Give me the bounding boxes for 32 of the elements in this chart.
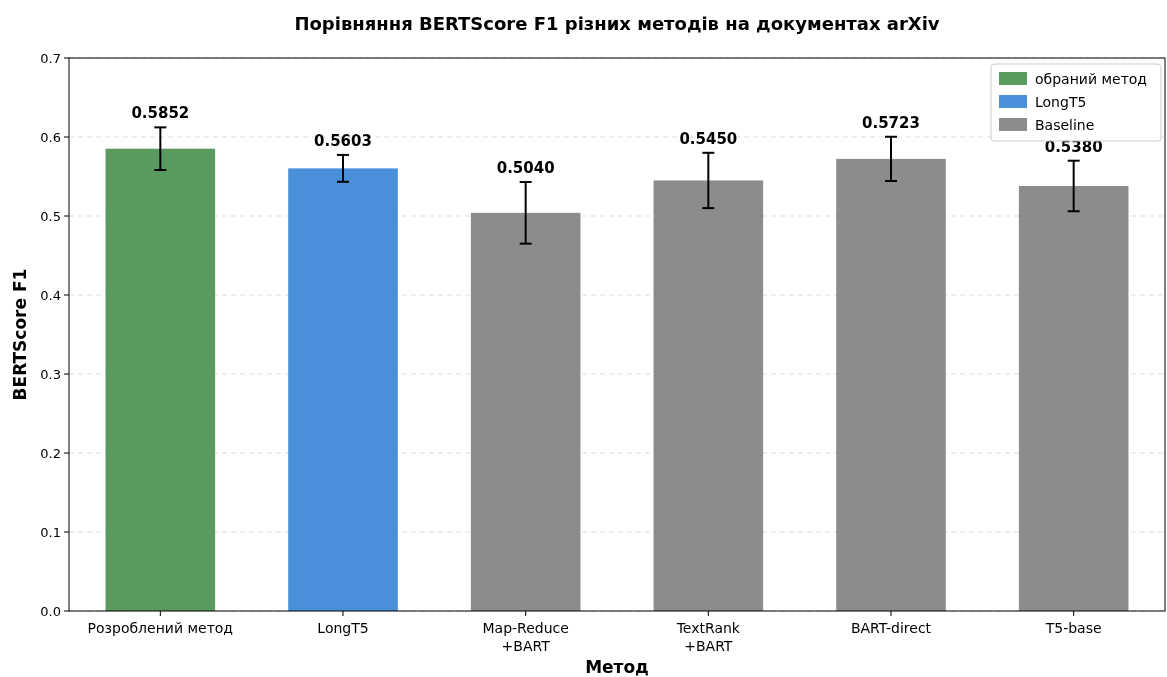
x-tick-label: LongT5 [317, 620, 369, 636]
bar [653, 180, 764, 611]
data-label: 0.5450 [679, 129, 738, 148]
x-tick-label: BART-direct [850, 620, 932, 636]
y-tick-label: 0.0 [40, 603, 61, 619]
y-tick-label: 0.7 [40, 50, 61, 66]
legend-label: LongT5 [1035, 93, 1087, 110]
data-label: 0.5723 [862, 113, 920, 132]
chart-title: Порівняння BERTScore F1 різних методів на документах arXiv [294, 13, 940, 34]
y-tick-label: 0.5 [40, 208, 61, 224]
data-label: 0.5603 [314, 131, 372, 150]
legend-label: обраний метод [1035, 70, 1148, 87]
x-tick-label: T5-base [1044, 620, 1102, 636]
bar [1018, 185, 1129, 611]
y-tick-label: 0.4 [40, 287, 61, 303]
legend-label: Baseline [1035, 116, 1095, 133]
y-tick-label: 0.1 [40, 524, 61, 540]
y-tick-label: 0.6 [40, 129, 61, 145]
bar [105, 148, 216, 611]
y-axis-title: BERTScore F1 [10, 268, 30, 401]
y-tick-label: 0.2 [40, 445, 61, 461]
data-label: 0.5852 [131, 104, 190, 123]
data-label: 0.5040 [496, 159, 555, 178]
data-label: 0.5380 [1044, 137, 1103, 156]
bar [288, 168, 398, 611]
x-tick-label: Розроблений метод [87, 620, 234, 636]
x-axis-title: Метод [585, 657, 649, 677]
bar [836, 158, 946, 611]
bar [470, 212, 581, 611]
y-tick-label: 0.3 [40, 366, 61, 382]
x-tick-label: Map-Reduce +BART [482, 620, 569, 654]
x-tick-label: TextRank +BART [675, 620, 741, 654]
